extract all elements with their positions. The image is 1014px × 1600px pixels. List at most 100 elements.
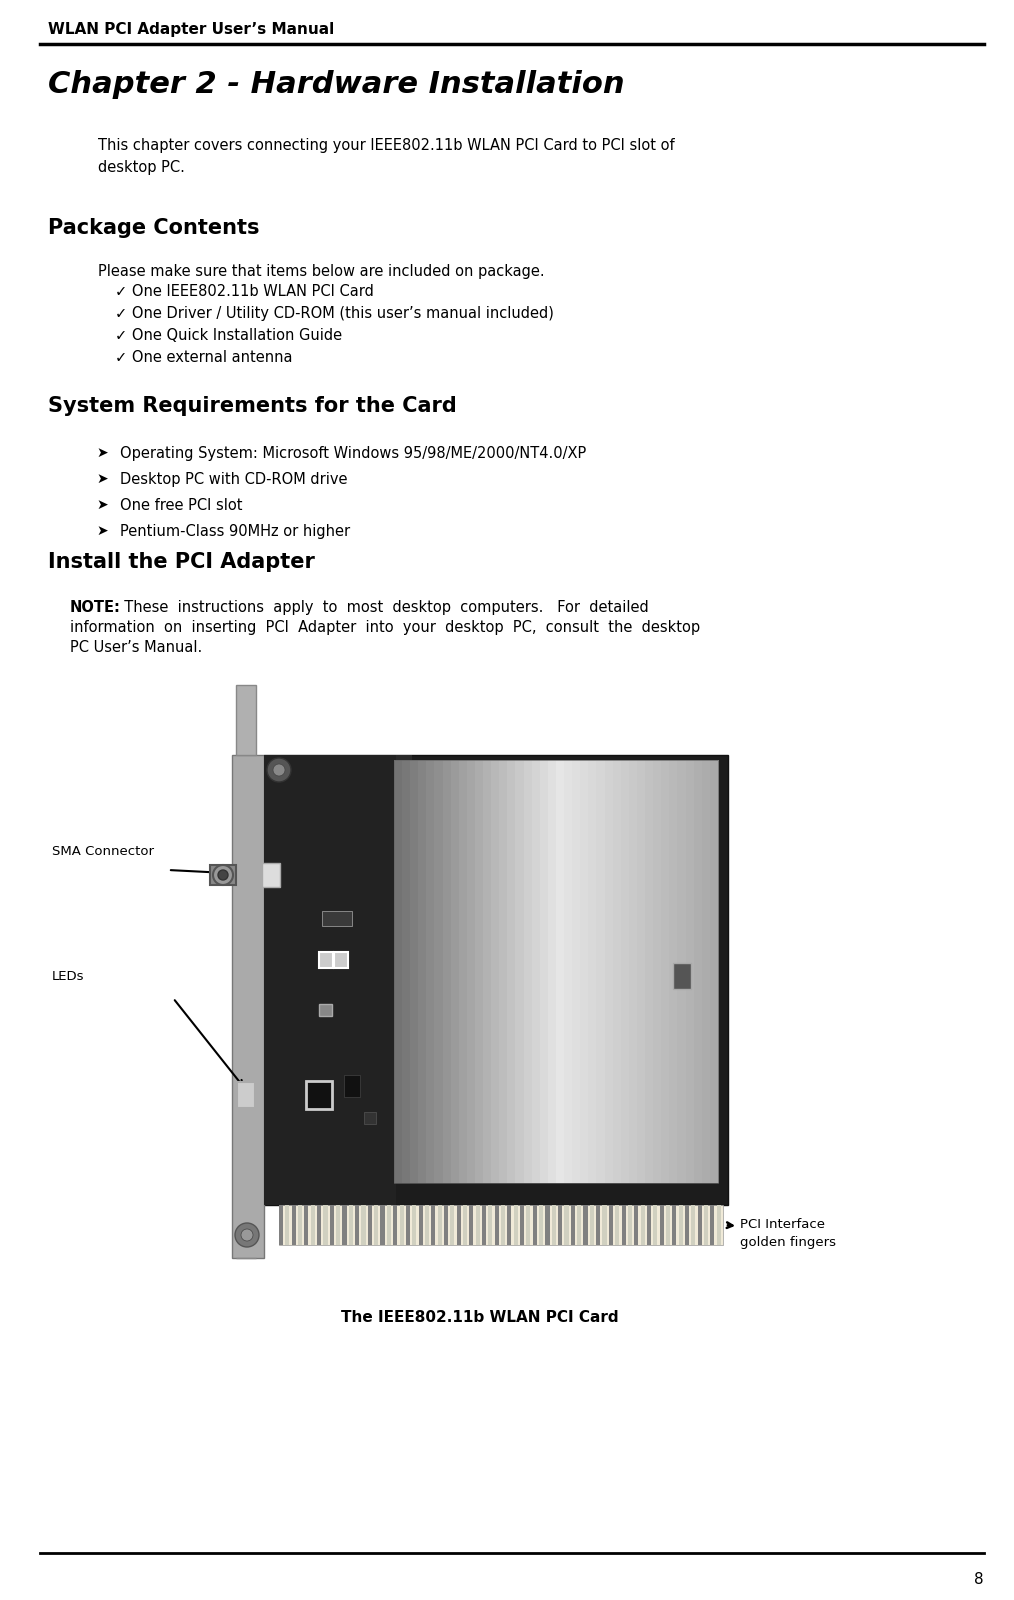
Text: Install the PCI Adapter: Install the PCI Adapter [48,552,315,573]
Bar [684,1205,690,1245]
Bar [629,760,638,1182]
Bar [571,1205,575,1245]
Bar [476,1205,480,1245]
Bar [501,1205,505,1245]
Bar [515,760,524,1182]
Bar [634,1205,639,1245]
Bar [304,1205,308,1245]
Bar [418,760,427,1182]
Bar [596,760,605,1182]
Bar [310,1205,314,1245]
Bar [463,1205,467,1245]
Bar [577,1205,581,1245]
Bar [466,760,476,1182]
Bar [368,1205,372,1245]
Bar [572,760,581,1182]
Bar [323,1205,328,1245]
Bar [292,1205,296,1245]
Bar [523,760,532,1182]
Bar [514,1205,518,1245]
Circle shape [273,765,285,776]
Bar [364,1112,376,1123]
Bar [343,1205,347,1245]
Bar [491,760,500,1182]
Bar [628,1205,632,1245]
Bar [539,760,549,1182]
Bar [604,760,613,1182]
Bar [694,760,703,1182]
Bar [698,1205,702,1245]
Bar [431,1205,435,1245]
Bar [653,760,662,1182]
Bar [380,1205,384,1245]
Circle shape [267,758,291,782]
Bar [539,1205,544,1245]
Bar [262,862,280,886]
Bar [279,1205,723,1245]
Text: LEDs: LEDs [52,970,84,982]
Bar [489,1205,493,1245]
Circle shape [241,1229,254,1242]
Bar [677,760,686,1182]
Bar [653,1205,657,1245]
Text: Chapter 2 - Hardware Installation: Chapter 2 - Hardware Installation [48,70,625,99]
Bar [264,755,395,1205]
Text: Pentium-Class 90MHz or higher: Pentium-Class 90MHz or higher [120,525,350,539]
Text: information  on  inserting  PCI  Adapter  into  your  desktop  PC,  consult  the: information on inserting PCI Adapter int… [70,619,700,635]
Bar [393,760,718,1182]
Bar [692,1205,696,1245]
Bar [237,1082,255,1107]
Text: This chapter covers connecting your IEEE802.11b WLAN PCI Card to PCI slot of
des: This chapter covers connecting your IEEE… [98,138,674,176]
Bar [704,1205,708,1245]
Text: NOTE:: NOTE: [70,600,121,614]
Bar [475,760,484,1182]
Text: Package Contents: Package Contents [48,218,260,238]
Bar [361,1205,366,1245]
Bar [336,1205,341,1245]
Text: PCI Interface: PCI Interface [740,1218,825,1230]
Bar [645,760,654,1182]
Bar [236,685,256,755]
Text: ➤: ➤ [96,525,107,538]
Circle shape [218,870,228,880]
Bar [507,1205,511,1245]
Bar [232,755,264,1258]
Text: The IEEE802.11b WLAN PCI Card: The IEEE802.11b WLAN PCI Card [341,1310,619,1325]
Bar [456,1205,460,1245]
Bar [450,760,459,1182]
Bar [596,1205,600,1245]
Bar [588,760,597,1182]
Bar [565,1205,569,1245]
Bar [710,760,719,1182]
Text: ✓ One external antenna: ✓ One external antenna [115,350,292,365]
Bar [334,952,348,968]
Bar [279,1205,283,1245]
Bar [580,760,589,1182]
Bar [548,760,557,1182]
Circle shape [235,1222,259,1246]
Text: PC User’s Manual.: PC User’s Manual. [70,640,202,654]
Bar [482,1205,486,1245]
Bar [355,1205,359,1245]
Bar [564,760,573,1182]
Bar [425,1205,429,1245]
Text: ✓ One Quick Installation Guide: ✓ One Quick Installation Guide [115,328,342,342]
Bar [349,1205,353,1245]
Bar [552,1205,556,1245]
Bar [319,1005,332,1016]
Bar [264,755,413,957]
Bar [612,760,622,1182]
Bar [637,760,646,1182]
Bar [556,760,565,1182]
Text: ➤: ➤ [96,498,107,512]
Bar [444,1205,448,1245]
Bar [386,1205,391,1245]
Bar [483,760,492,1182]
Bar [400,1205,404,1245]
Bar [622,1205,626,1245]
Bar [413,1205,417,1245]
Text: WLAN PCI Adapter User’s Manual: WLAN PCI Adapter User’s Manual [48,22,335,37]
Bar [393,760,403,1182]
Bar [546,1205,550,1245]
Bar [438,1205,442,1245]
